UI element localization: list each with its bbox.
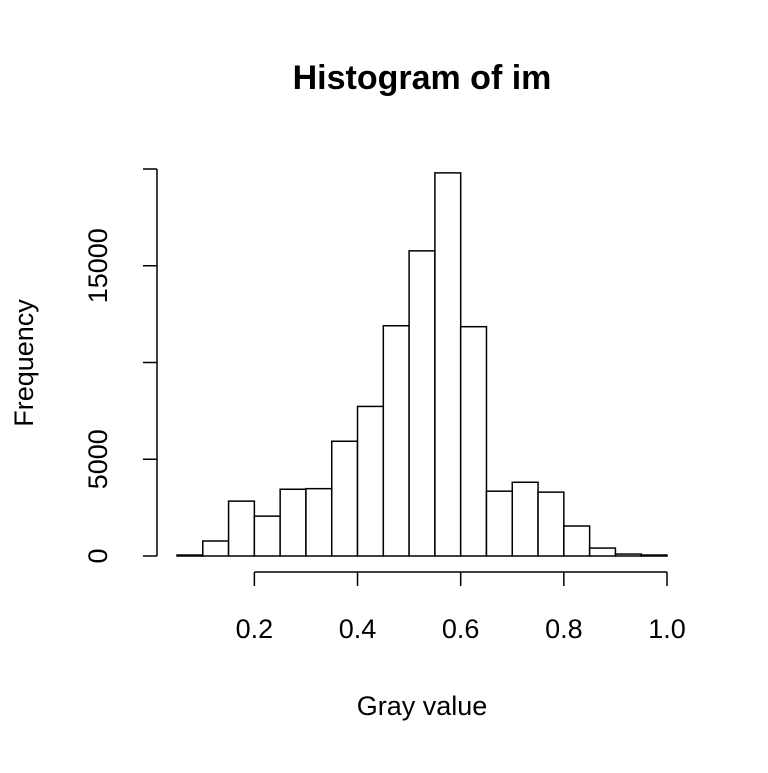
bar bbox=[434, 172, 462, 557]
bar bbox=[485, 490, 514, 557]
bar bbox=[537, 491, 565, 557]
x-tick-label: 0.4 bbox=[339, 614, 377, 644]
chart-title: Histogram of im bbox=[293, 59, 552, 97]
bar bbox=[408, 250, 436, 557]
y-axis-label: Frequency bbox=[9, 299, 39, 427]
bar bbox=[176, 554, 204, 557]
bar bbox=[511, 481, 539, 557]
bar bbox=[563, 525, 591, 557]
bar bbox=[459, 325, 488, 557]
bar bbox=[330, 440, 359, 557]
x-tick-label: 0.8 bbox=[545, 614, 583, 644]
bar bbox=[356, 405, 385, 557]
x-tick-label: 1.0 bbox=[648, 614, 686, 644]
y-tick-label: 15000 bbox=[83, 228, 113, 303]
bar bbox=[253, 515, 281, 557]
bar bbox=[305, 487, 333, 557]
y-tick-label: 5000 bbox=[83, 429, 113, 489]
bar bbox=[202, 540, 230, 557]
bar bbox=[614, 553, 642, 557]
bar bbox=[227, 500, 256, 557]
x-tick-label: 0.6 bbox=[442, 614, 480, 644]
bar bbox=[640, 554, 668, 557]
bar bbox=[588, 547, 617, 557]
bar bbox=[382, 324, 410, 557]
x-tick-label: 0.2 bbox=[236, 614, 274, 644]
y-tick-label: 0 bbox=[83, 548, 113, 563]
bar bbox=[279, 488, 307, 557]
x-axis-label: Gray value bbox=[357, 691, 488, 721]
